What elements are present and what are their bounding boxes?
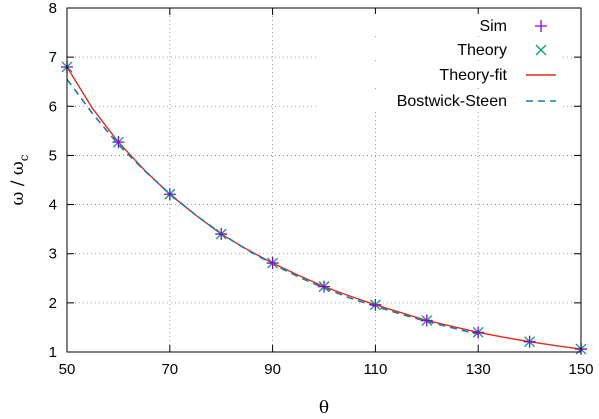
legend-item: Theory-fit [317, 63, 562, 85]
plot-frame [66, 7, 582, 353]
sim-point [215, 228, 228, 241]
y-tick-label: 4 [49, 197, 57, 214]
legend-label: Theory-fit [439, 67, 507, 84]
x-tick-label: 110 [363, 361, 387, 378]
x-axis-label: θ [319, 398, 329, 418]
sim-point [420, 314, 433, 327]
x-tick-label: 130 [466, 361, 491, 378]
legend-item-background [317, 38, 562, 60]
legend-item: Bostwick-Steen [317, 89, 562, 111]
y-axis-label: ω / ωc [8, 154, 31, 205]
y-tick-label: 5 [49, 147, 57, 164]
x-tick-label: 150 [568, 361, 593, 378]
y-tick-label: 3 [49, 246, 57, 263]
sim-point [318, 280, 330, 293]
y-axis-label-main: ω / ω [8, 161, 28, 205]
x-tick-label: 90 [264, 361, 281, 378]
legend-item: Theory [317, 38, 562, 60]
sim-point [472, 326, 485, 339]
legend-label: Theory [457, 42, 507, 59]
x-tick-label: 50 [59, 361, 76, 378]
legend-swatch-x [535, 44, 547, 56]
legend-label: Sim [479, 18, 507, 35]
sim-point [163, 188, 176, 201]
y-axis-label-subscript: c [17, 154, 31, 161]
sim-point [266, 257, 279, 270]
legend: Sim Theory Theory-fit Bostwick-Steen [317, 14, 562, 111]
x-tick-label: 70 [161, 361, 178, 378]
y-tick-label: 2 [49, 295, 57, 312]
y-tick-label: 6 [49, 98, 57, 115]
axis-ticks: 50 70 90 110 130 150 1 2 3 4 5 6 7 8 [49, 0, 594, 378]
legend-item-background [317, 14, 562, 36]
sim-point [369, 298, 382, 311]
sim-point [112, 136, 125, 149]
legend-item-background [317, 89, 562, 111]
sim-point [523, 335, 536, 348]
legend-item-background [317, 63, 562, 85]
legend-swatch-plus [535, 20, 547, 32]
y-tick-label: 1 [49, 344, 57, 361]
y-tick-label: 8 [49, 0, 57, 17]
y-tick-label: 7 [49, 49, 57, 66]
legend-item: Sim [317, 14, 562, 36]
legend-label: Bostwick-Steen [397, 93, 507, 110]
